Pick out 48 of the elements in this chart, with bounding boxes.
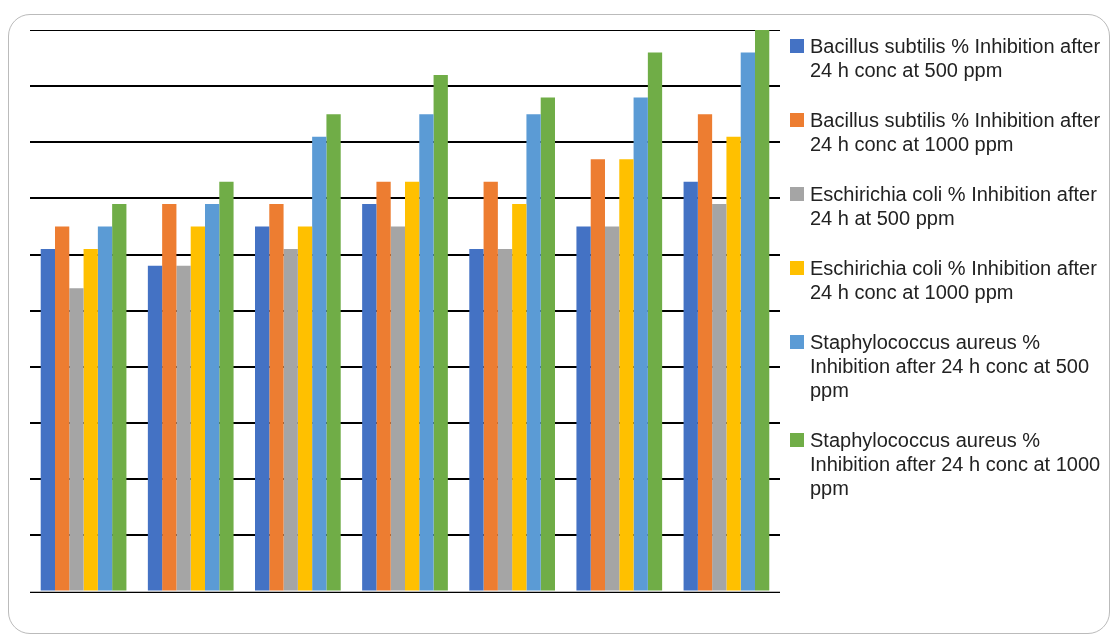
bar xyxy=(283,249,298,591)
bar xyxy=(419,114,434,591)
bar xyxy=(269,204,284,591)
bar xyxy=(405,181,420,591)
bar xyxy=(112,204,127,591)
bar xyxy=(97,226,113,591)
bar xyxy=(526,114,541,591)
legend-label: Staphylococcus aureus % Inhibition after 24 h conc at 1000 ppm xyxy=(810,428,1102,500)
bar xyxy=(190,226,205,591)
bar xyxy=(497,249,513,591)
bar xyxy=(433,74,448,591)
bar xyxy=(540,97,555,591)
legend-label: Bacillus subtilis % Inhibition after 24 h conc at 500 ppm xyxy=(810,34,1102,82)
legend-label: Staphylococcus aureus % Inhibition after 24 h conc at 500 ppm xyxy=(810,330,1091,402)
legend-label: Eschirichia coli % Inhibition after 24 h at 500 ppm xyxy=(810,182,1098,230)
bar xyxy=(326,114,341,591)
bar xyxy=(740,52,755,591)
bar xyxy=(219,181,234,591)
bar xyxy=(755,30,770,591)
bar xyxy=(647,52,663,591)
bar xyxy=(605,226,620,591)
bar xyxy=(40,249,55,591)
bar xyxy=(576,226,591,591)
bar xyxy=(162,204,177,591)
bar xyxy=(697,114,713,591)
bar xyxy=(147,265,163,591)
bar xyxy=(390,226,405,591)
bar xyxy=(297,226,313,591)
bar xyxy=(205,204,220,591)
bar xyxy=(83,249,98,591)
bar xyxy=(176,265,191,591)
bar xyxy=(362,204,377,591)
legend-label: Eschirichia coli % Inhibition after 24 h conc at 1000 ppm xyxy=(810,256,1098,304)
bar xyxy=(619,159,634,591)
bar xyxy=(312,136,327,591)
bar xyxy=(726,136,741,591)
bar xyxy=(633,97,648,591)
bar xyxy=(469,249,484,591)
bar xyxy=(512,204,527,591)
bar xyxy=(255,226,270,591)
bar xyxy=(55,226,70,591)
bar xyxy=(712,204,727,591)
bar xyxy=(69,288,84,591)
bar xyxy=(683,181,698,591)
bar xyxy=(483,181,498,591)
bar xyxy=(590,159,605,591)
bar xyxy=(376,181,391,591)
legend-label: Bacillus subtilis % Inhibition after 24 h conc at 1000 ppm xyxy=(810,108,1102,156)
